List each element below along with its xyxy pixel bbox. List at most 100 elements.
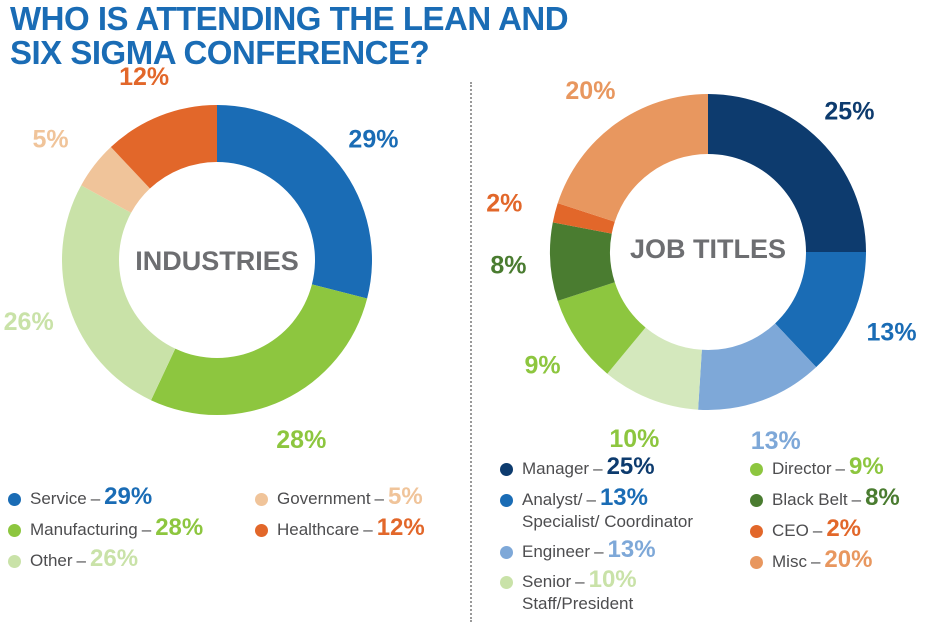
legend-label: Other (30, 551, 73, 570)
industries-pct-label-service: 29% (348, 126, 398, 154)
legend-value: 25% (606, 453, 655, 480)
legend-text-block: Director –9% (772, 455, 884, 480)
legend-value: 28% (155, 514, 204, 541)
industries-slice-government (81, 147, 150, 213)
legend-item-black-belt: Black Belt –8% (750, 484, 900, 511)
legend-text-block: Healthcare –12% (277, 514, 425, 541)
industries-slice-service (217, 105, 372, 299)
legend-item-senior: Senior –10% Staff/President (500, 566, 637, 615)
legend-dash: – (810, 552, 821, 571)
legend-item-other: Other –26% (8, 545, 139, 572)
legend-swatch-icon (255, 524, 268, 537)
job-titles-slice-engineer (698, 323, 817, 410)
legend-value: 29% (104, 483, 153, 510)
legend-dash: – (141, 520, 152, 539)
job-titles-slice-manager (708, 94, 866, 252)
legend-label: Manager (522, 459, 590, 478)
job-titles-slice-ceo (552, 203, 615, 234)
job-titles-pct-label-analyst-specialist-coordinator: 13% (867, 318, 917, 346)
legend-dash: – (374, 489, 385, 508)
job-titles-slice-analyst-specialist-coordinator (775, 252, 866, 368)
industries-pct-label-other: 26% (4, 308, 54, 336)
legend-item-misc: Misc –20% (750, 546, 873, 573)
title-line-1: WHO IS ATTENDING THE LEAN AND (10, 0, 569, 37)
industries-pct-label-manufacturing: 28% (276, 426, 326, 454)
legend-dash: – (586, 490, 596, 509)
industries-pct-label-government: 5% (32, 126, 68, 154)
legend-swatch-icon (8, 555, 21, 568)
industries-slice-manufacturing (151, 284, 368, 415)
legend-dash: – (851, 490, 862, 509)
job-titles-slice-senior-staff-president (607, 327, 702, 410)
legend-dash: – (76, 551, 86, 570)
legend-item-manager: Manager –25% (500, 453, 655, 480)
legend-text-block: Black Belt –8% (772, 484, 900, 511)
legend-label: Senior (522, 572, 572, 591)
legend-swatch-icon (750, 463, 763, 476)
legend-text-block: Other –26% (30, 545, 139, 572)
page-title: WHO IS ATTENDING THE LEAN AND SIX SIGMA … (10, 0, 569, 71)
legend-text-block: Manufacturing –28% (30, 514, 204, 541)
legend-swatch-icon (500, 494, 513, 507)
legend-label: Manufacturing (30, 520, 138, 539)
legend-swatch-icon (8, 524, 21, 537)
legend-text-block: Service –29% (30, 483, 153, 510)
job-titles-slice-black-belt (550, 222, 615, 301)
job-titles-slice-director (557, 282, 646, 374)
legend-dash: – (593, 459, 603, 478)
job-titles-pct-label-misc: 20% (565, 77, 615, 105)
legend-item-service: Service –29% (8, 483, 153, 510)
legend-label: Director (772, 459, 832, 478)
legend-label: Healthcare (277, 520, 360, 539)
industries-slice-healthcare (110, 105, 217, 189)
legend-value: 10% (588, 566, 637, 593)
legend-value: 13% (607, 536, 656, 563)
legend-swatch-icon (500, 576, 513, 589)
legend-label: Government (277, 489, 371, 508)
job-titles-pct-label-senior-staff-president: 10% (609, 425, 659, 453)
legend-swatch-icon (500, 546, 513, 559)
job-titles-pct-label-manager: 25% (824, 98, 874, 126)
legend-dash: – (363, 520, 373, 539)
legend-value: 12% (376, 514, 425, 541)
job-titles-pct-label-director: 9% (525, 351, 561, 379)
legend-label: Black Belt (772, 490, 848, 509)
legend-text-block: Senior –10% Staff/President (522, 566, 637, 615)
legend-value: 26% (90, 545, 139, 572)
legend-label: Misc (772, 552, 807, 571)
legend-label: CEO (772, 521, 809, 540)
legend-dash: – (812, 521, 823, 540)
legend-label: Analyst/ (522, 490, 583, 509)
legend-dash: – (90, 489, 101, 508)
legend-label: Service (30, 489, 87, 508)
legend-swatch-icon (750, 494, 763, 507)
legend-text-block: Engineer –13% (522, 536, 656, 563)
legend-item-healthcare: Healthcare –12% (255, 514, 425, 541)
legend-text-block: Manager –25% (522, 453, 655, 480)
legend-swatch-icon (750, 525, 763, 538)
job-titles-pct-label-black-belt: 8% (490, 252, 526, 280)
job-titles-pct-label-ceo: 2% (486, 189, 522, 217)
legend-value: 5% (388, 483, 423, 510)
legend-item-ceo: CEO –2% (750, 515, 861, 542)
legend-swatch-icon (255, 493, 268, 506)
legend-text-block: Government –5% (277, 483, 423, 510)
legend-item-engineer: Engineer –13% (500, 536, 656, 563)
legend-item-analyst: Analyst/–13% Specialist/ Coordinator (500, 486, 694, 533)
industries-pct-label-healthcare: 12% (119, 63, 169, 91)
legend-label-line-2: Staff/President (522, 594, 634, 613)
legend-label-line-2: Specialist/ Coordinator (522, 512, 694, 531)
legend-swatch-icon (500, 463, 513, 476)
column-divider (470, 82, 472, 622)
legend-swatch-icon (750, 556, 763, 569)
legend-value: 8% (865, 484, 900, 511)
legend-dash: – (594, 542, 604, 561)
legend-value: 2% (826, 515, 861, 542)
legend-value: 20% (824, 546, 873, 573)
legend-dash: – (575, 572, 585, 591)
job-titles-pct-label-engineer: 13% (751, 427, 801, 455)
title-line-2: SIX SIGMA CONFERENCE? (10, 34, 430, 71)
industries-slice-other (61, 185, 176, 401)
job-titles-center-title: JOB TITLES (630, 234, 786, 264)
